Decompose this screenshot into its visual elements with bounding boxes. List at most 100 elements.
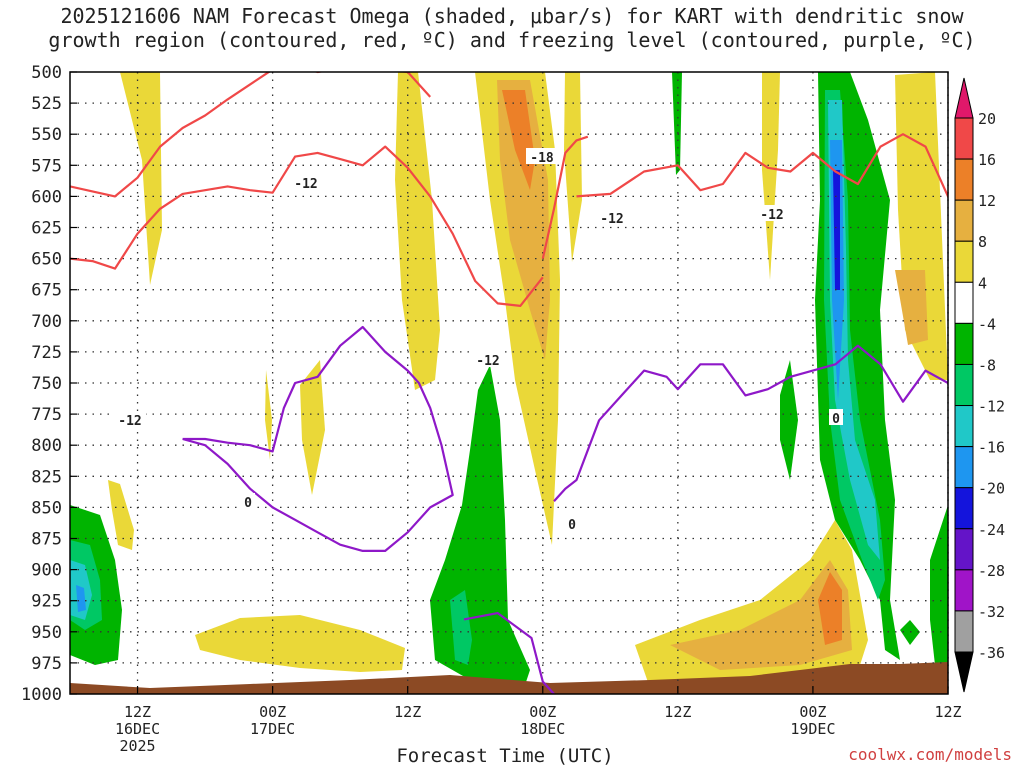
dendritic-contour-label: -18 (530, 151, 554, 166)
y-tick-label: 525 (31, 94, 62, 114)
omega-darkblue-region (833, 170, 840, 290)
contour-label-bg (829, 409, 843, 425)
y-tick-label: 825 (31, 467, 62, 487)
x-tick-label: 00Z (799, 703, 826, 721)
omega-yellow-region (265, 370, 272, 460)
omega-yellow-region (195, 615, 405, 672)
colorbar-label: -32 (978, 603, 1005, 621)
colorbar-label: -36 (978, 644, 1005, 662)
y-tick-label: 650 (31, 250, 62, 270)
y-tick-label: 850 (31, 498, 62, 518)
omega-blue-region (76, 585, 86, 612)
omega-yellow-region (395, 72, 440, 390)
y-tick-label: 900 (31, 561, 62, 581)
freezing-contour-label: 0 (568, 518, 576, 533)
colorbar-label: 4 (978, 274, 987, 292)
omega-green-region (780, 360, 798, 480)
colorbar-swatch (954, 405, 974, 448)
colorbar-swatch (954, 446, 974, 489)
colorbar-label: -16 (978, 439, 1005, 457)
freezing-level-contour (182, 325, 454, 553)
colorbar-label: -20 (978, 480, 1005, 498)
y-tick-label: 975 (31, 654, 62, 674)
colorbar-swatch (954, 281, 974, 324)
contour-label-bg (241, 493, 255, 509)
chart-title: 2025121606 NAM Forecast Omega (shaded, μ… (0, 4, 1024, 52)
x-axis-label: Forecast Time (UTC) (396, 745, 614, 767)
dendritic-contour (576, 133, 948, 200)
contour-labels: -12 -12 -18 -12 -12 -12 0 0 0 (114, 148, 843, 533)
title-line-1: 2025121606 NAM Forecast Omega (shaded, μ… (60, 4, 964, 28)
x-tick-label: 18DEC (520, 720, 565, 738)
y-tick-label: 925 (31, 592, 62, 612)
omega-teal-region (450, 590, 472, 665)
x-tick-label: 12Z (664, 703, 691, 721)
colorbar-swatch (954, 569, 974, 612)
dendritic-contour-label: -12 (294, 177, 317, 192)
y-tick-label: 700 (31, 312, 62, 332)
contour-label-bg (526, 148, 558, 164)
colorbar-swatch (954, 117, 974, 160)
site-credit[interactable]: coolwx.com/models (848, 745, 1012, 764)
colorbar-swatch (954, 487, 974, 530)
freezing-contour-label: 0 (244, 496, 252, 511)
omega-orange-region (895, 270, 928, 345)
colorbar-label: 20 (978, 110, 996, 128)
dendritic-contour-label: -12 (760, 208, 783, 223)
colorbar-swatch (954, 363, 974, 407)
colorbar-label: 8 (978, 233, 987, 251)
omega-green-region (672, 72, 682, 175)
y-tick-label: 500 (31, 63, 62, 83)
dendritic-contour (70, 72, 432, 198)
contour-label-bg (290, 174, 322, 190)
omega-orange-region (502, 90, 535, 190)
y-tick-label: 800 (31, 436, 62, 456)
contour-label-bg (596, 209, 628, 225)
contour-label-bg (472, 351, 504, 367)
x-tick-label: 16DEC (115, 720, 160, 738)
y-tick-label: 575 (31, 156, 62, 176)
y-tick-label: 950 (31, 623, 62, 643)
colorbar-swatch (954, 610, 974, 653)
colorbar-label: -8 (978, 356, 996, 374)
contour-lines (70, 72, 948, 694)
y-tick-label: 750 (31, 374, 62, 394)
omega-orange-region (670, 560, 852, 670)
title-line-2: growth region (contoured, red, ºC) and f… (48, 28, 976, 52)
colorbar: 20 16 12 8 4 -4 -8 -12 -16 -20 -24 -28 -32 -36 (954, 77, 1005, 693)
x-tick-label: 17DEC (250, 720, 295, 738)
freezing-level-contour (463, 611, 555, 694)
x-tick-label: 00Z (529, 703, 556, 721)
x-tick-label: 2025 (119, 737, 155, 755)
colorbar-swatch (954, 199, 974, 242)
y-tick-label: 675 (31, 281, 62, 301)
omega-green-region (900, 620, 920, 645)
colorbar-label: -4 (978, 315, 996, 333)
colorbar-label: -24 (978, 521, 1005, 539)
x-tick-label: 12Z (394, 703, 421, 721)
omega-yellow-region (762, 72, 780, 280)
dendritic-contour-label: -12 (476, 354, 499, 369)
colorbar-label: -12 (978, 398, 1005, 416)
colorbar-swatch (954, 158, 974, 201)
y-tick-label: 775 (31, 405, 62, 425)
y-axis: 500 525 550 575 600 625 650 675 700 725 750 775 800 8… (21, 63, 77, 705)
y-tick-label: 550 (31, 125, 62, 145)
colorbar-bottom-arrow (954, 651, 974, 693)
contour-label-bg (114, 411, 146, 427)
contour-label-bg (565, 515, 579, 531)
y-tick-label: 1000 (21, 685, 62, 705)
freezing-level-contour (553, 344, 948, 502)
colorbar-label: 12 (978, 192, 996, 210)
y-tick-label: 625 (31, 219, 62, 239)
dendritic-contour (70, 145, 544, 307)
x-tick-label: 12Z (934, 703, 961, 721)
dendritic-contour-label: -12 (600, 212, 623, 227)
omega-green-region (930, 505, 948, 665)
freezing-contour-label: 0 (832, 412, 840, 427)
contour-label-bg (756, 205, 788, 221)
x-tick-label: 00Z (259, 703, 286, 721)
dendritic-contour-label: -12 (118, 414, 141, 429)
